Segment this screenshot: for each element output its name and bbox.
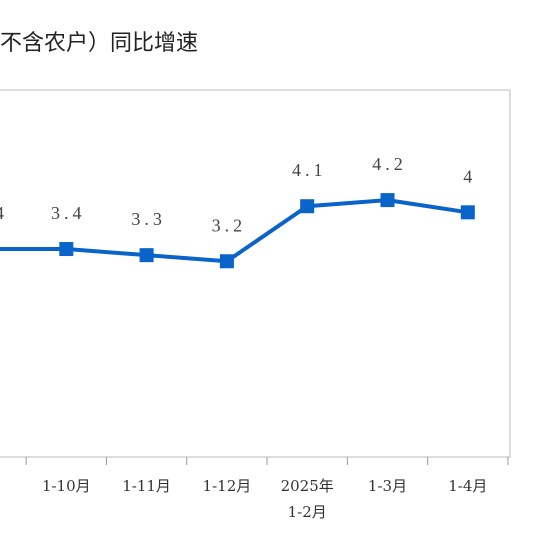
value-label: 4.2: [372, 154, 407, 174]
x-tick-label: 1-10月: [42, 477, 91, 495]
x-tick-label: 1-3月: [368, 477, 407, 495]
data-point: [219, 254, 234, 269]
plot-frame: [0, 89, 511, 458]
value-label: 4: [463, 166, 476, 186]
data-point: [59, 242, 74, 257]
value-label: 3.4: [51, 203, 86, 223]
data-point: [380, 193, 395, 208]
value-label: 3.4: [0, 203, 8, 223]
x-tick-label: 1-11月: [122, 477, 171, 495]
x-tick-label: 2025年 1-2月: [281, 477, 334, 521]
chart-title: 不含农户）同比增速: [0, 31, 198, 56]
value-label: 3.3: [131, 209, 166, 229]
value-label: 4.1: [292, 160, 327, 180]
x-tick-label: 1-12月: [203, 477, 252, 495]
data-point: [139, 248, 154, 263]
x-tick-label: 1-4月: [448, 477, 487, 495]
data-point: [300, 199, 315, 214]
data-point: [460, 205, 475, 220]
value-label: 3.2: [212, 215, 247, 235]
